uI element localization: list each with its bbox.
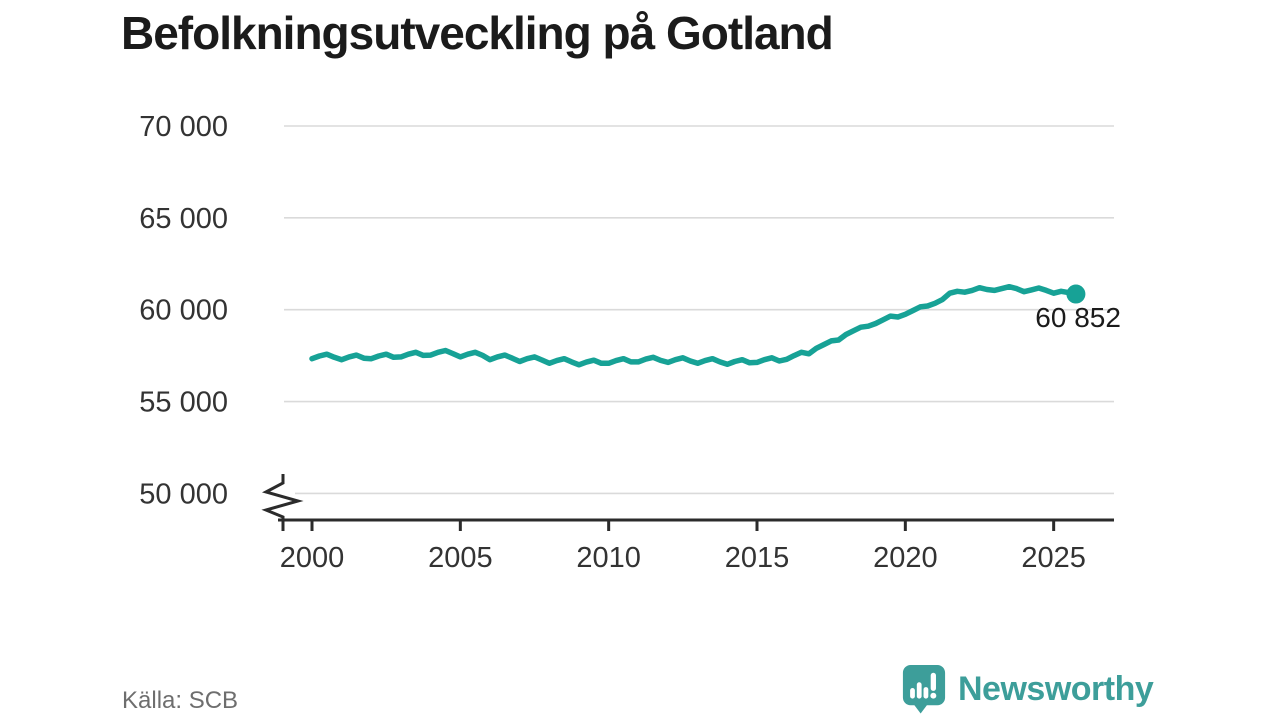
exclamation-dot	[930, 692, 937, 699]
bar-3	[923, 687, 929, 699]
y-tick-label: 55 000	[139, 387, 228, 419]
series-end-dot	[1066, 284, 1086, 304]
exclamation-bar	[930, 672, 936, 691]
x-tick-label: 2000	[280, 542, 345, 574]
x-tick-label: 2025	[1021, 542, 1086, 574]
bar-2	[916, 682, 922, 699]
y-tick-label: 50 000	[139, 478, 228, 510]
y-tick-label: 65 000	[139, 203, 228, 235]
x-tick-label: 2020	[873, 542, 938, 574]
newsworthy-wordmark: Newsworthy	[958, 669, 1154, 708]
x-tick-label: 2015	[725, 542, 790, 574]
source-note: Källa: SCB	[122, 687, 239, 714]
newsworthy-bubble-chart-icon	[902, 665, 946, 714]
end-value-label: 60 852	[1035, 302, 1121, 333]
chart-title: Befolkningsutveckling på Gotland	[121, 7, 834, 59]
x-tick-label: 2005	[428, 542, 493, 574]
x-tick-label: 2010	[576, 542, 641, 574]
y-tick-label: 60 000	[139, 295, 228, 327]
y-tick-label: 70 000	[139, 111, 228, 143]
axis-break-icon	[261, 474, 304, 531]
population-line	[309, 283, 1079, 368]
bar-1	[910, 688, 915, 699]
newsworthy-logo: Newsworthy	[901, 663, 1154, 715]
